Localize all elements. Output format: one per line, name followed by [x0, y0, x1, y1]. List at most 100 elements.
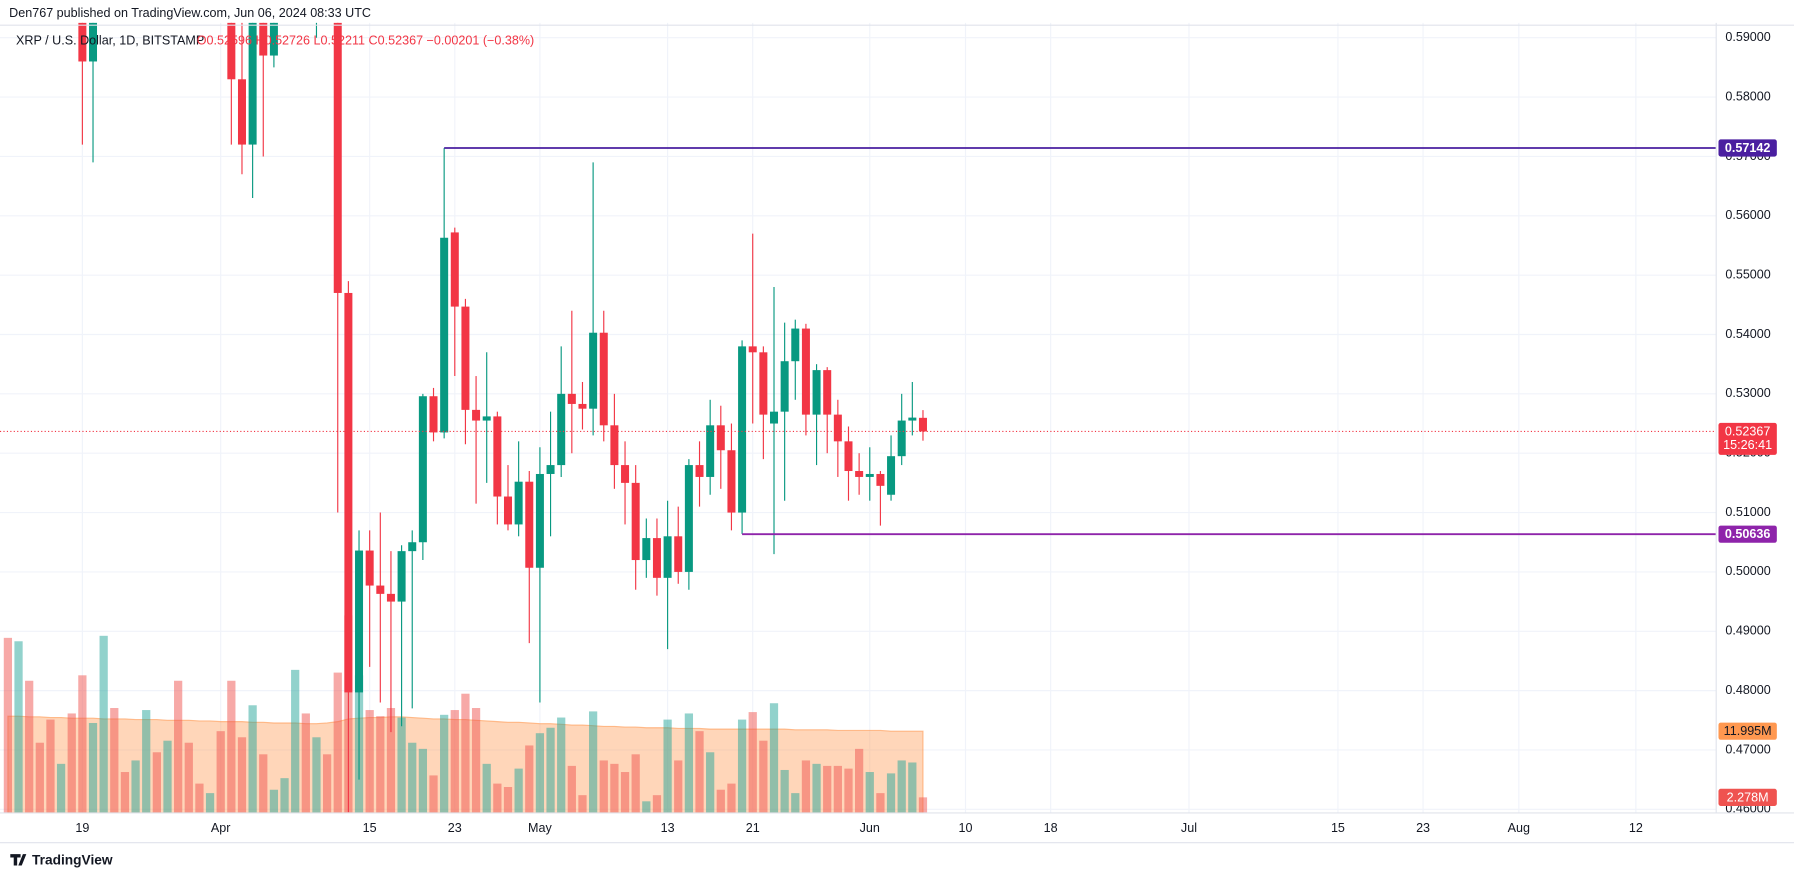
volume-bar: [695, 731, 704, 813]
candle-body: [567, 393, 576, 404]
volume-bar: [376, 716, 385, 813]
candle-body: [738, 346, 747, 513]
y-tick-label: 0.49000: [1725, 624, 1770, 638]
volume-bar: [269, 789, 279, 813]
candle-body: [227, 22, 236, 80]
candle-body: [876, 473, 885, 486]
volume-bar: [748, 712, 757, 813]
candle-body: [546, 465, 555, 474]
candle-body: [355, 550, 364, 693]
candle-body: [652, 538, 661, 578]
candle-body: [727, 450, 736, 513]
candle-body: [514, 481, 523, 525]
candle-body: [418, 396, 427, 543]
volume-ma-label-box: [1718, 722, 1777, 740]
candle-body: [706, 425, 715, 477]
volume-ma-label: 11.995M: [1724, 724, 1772, 738]
volume-bar: [461, 693, 470, 813]
candle-body: [844, 441, 853, 472]
volume-bar: [620, 772, 630, 813]
volume-bar: [801, 760, 811, 813]
candle-body: [472, 409, 481, 421]
volume-bar: [386, 708, 396, 813]
volume-bar: [333, 672, 342, 813]
candle-body: [589, 332, 598, 409]
volume-bar: [823, 765, 832, 813]
volume-bar: [567, 765, 576, 813]
logo-text: TradingView: [32, 853, 113, 868]
x-tick-label: 23: [1416, 821, 1430, 835]
candle-body: [823, 370, 832, 415]
volume-bar: [503, 787, 513, 813]
candle-body: [386, 593, 395, 602]
candle-body: [259, 22, 268, 56]
price-pane: [78, 22, 927, 813]
volume-bar: [918, 797, 928, 813]
y-tick-label: 0.56000: [1725, 208, 1770, 222]
candle-body: [865, 473, 874, 477]
volume-bar: [99, 635, 108, 813]
candle-body: [535, 473, 544, 568]
volume-bar: [471, 708, 481, 813]
candle-body: [344, 292, 353, 693]
candle-body: [684, 465, 693, 572]
countdown: 15:26:41: [1723, 438, 1772, 452]
x-tick-label: 15: [363, 821, 377, 835]
volume-bar: [152, 752, 161, 813]
volume-bar: [440, 714, 449, 813]
x-tick-label: May: [528, 821, 552, 835]
candle-body: [408, 542, 417, 552]
volume-bar: [46, 719, 55, 813]
volume-bar: [493, 783, 502, 813]
volume-bar: [759, 740, 768, 813]
volume-bar: [174, 680, 183, 813]
grid: [0, 22, 1717, 813]
candle-body: [631, 482, 640, 561]
y-tick-label: 0.58000: [1725, 89, 1770, 103]
candle-body: [621, 465, 630, 483]
volume-bar: [301, 713, 310, 813]
symbol: XRP / U.S. Dollar, 1D, BITSTAMP: [16, 34, 204, 48]
volume-bar: [727, 783, 736, 813]
volume-bar: [110, 708, 119, 813]
volume-bar: [525, 745, 534, 813]
candle-body: [365, 550, 374, 586]
y-tick-label: 0.54000: [1725, 327, 1770, 341]
volume-bar: [737, 719, 747, 813]
volume-bar: [163, 740, 172, 813]
candle-body: [397, 551, 406, 602]
candle-body: [440, 237, 449, 433]
volume-bar: [397, 717, 406, 813]
last-price-box: [1718, 422, 1777, 455]
volume-bar: [88, 722, 98, 813]
x-tick-label: Jun: [860, 821, 880, 835]
volume-bar: [142, 710, 151, 813]
volume-bar: [408, 742, 417, 813]
volume-bar: [674, 760, 683, 813]
volume-bar: [663, 719, 672, 813]
candle-body: [237, 79, 246, 145]
level-label: 0.50636: [1725, 527, 1770, 541]
candle-body: [770, 411, 779, 424]
overlays: 0.460000.470000.480000.490000.500000.510…: [0, 30, 1777, 835]
y-tick-label: 0.51000: [1725, 505, 1770, 519]
volume-bar: [642, 801, 651, 813]
y-tick-label: 0.48000: [1725, 683, 1770, 697]
y-tick-label: 0.53000: [1725, 386, 1770, 400]
candle-body: [248, 22, 257, 145]
volume-bar: [280, 778, 289, 813]
volume-bar: [56, 763, 66, 813]
volume-bar: [195, 783, 204, 813]
volume-bar: [599, 760, 608, 813]
volume-bar: [25, 680, 34, 813]
volume-bar: [706, 752, 715, 813]
volume-bar: [876, 793, 885, 813]
volume-bar: [482, 763, 491, 813]
volume-bar: [897, 760, 906, 813]
candle-body: [503, 496, 512, 525]
candle-body: [599, 332, 608, 426]
candle-body: [780, 361, 789, 412]
candle-body: [663, 536, 672, 578]
volume-bar: [227, 680, 236, 813]
volume-bar: [514, 768, 523, 813]
